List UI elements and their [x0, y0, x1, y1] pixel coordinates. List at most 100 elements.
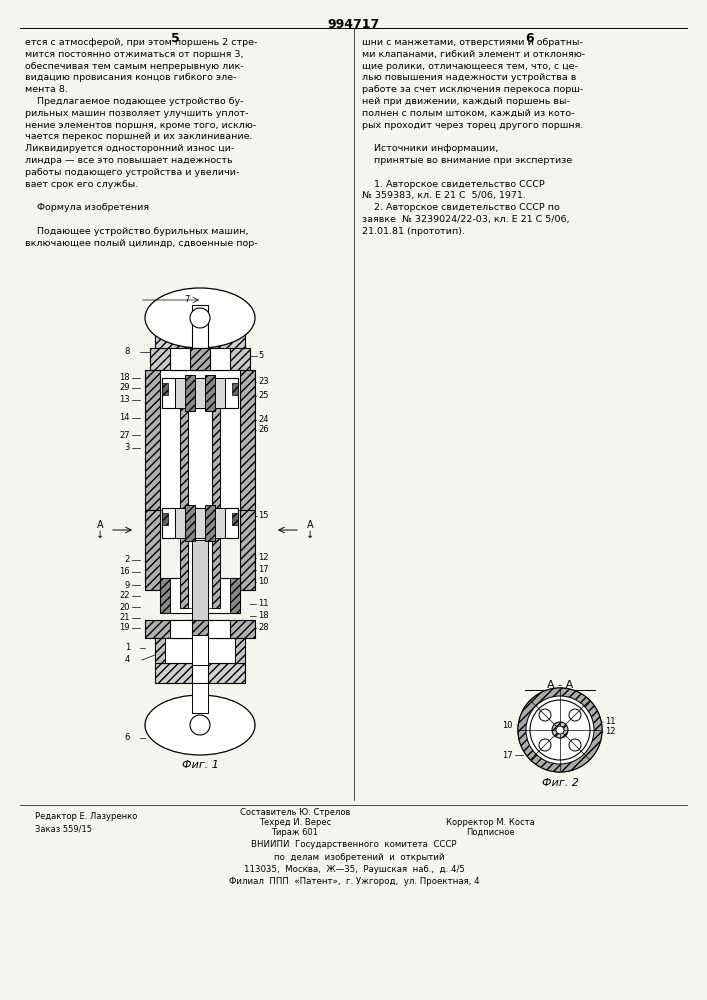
Text: А - А: А - А	[547, 680, 573, 690]
Bar	[155, 638, 245, 663]
Bar	[150, 348, 250, 370]
Text: 29: 29	[119, 383, 130, 392]
Text: Корректор М. Коста: Корректор М. Коста	[445, 818, 534, 827]
Bar	[162, 378, 238, 408]
Bar	[160, 578, 170, 613]
Text: Подписное: Подписное	[466, 828, 514, 837]
Bar	[145, 370, 160, 510]
Text: 17: 17	[258, 566, 269, 574]
Bar	[192, 683, 208, 713]
Text: 2: 2	[124, 556, 130, 564]
Bar	[162, 508, 238, 538]
Text: Редактор Е. Лазуренко
Заказ 559/15: Редактор Е. Лазуренко Заказ 559/15	[35, 812, 137, 834]
Circle shape	[190, 308, 210, 328]
Text: ется с атмосферой, при этом поршень 2 стре-
мится постоянно отжиматься от поршня: ется с атмосферой, при этом поршень 2 ст…	[25, 38, 257, 248]
Text: 13: 13	[119, 395, 130, 404]
Bar	[160, 370, 240, 510]
Circle shape	[569, 739, 581, 751]
Text: 10: 10	[258, 578, 269, 586]
Bar	[155, 663, 245, 683]
Bar	[192, 620, 208, 638]
Bar	[192, 663, 208, 683]
Text: Составитель Ю. Стрелов: Составитель Ю. Стрелов	[240, 808, 350, 817]
Text: 19: 19	[119, 624, 130, 633]
Text: 27: 27	[119, 430, 130, 440]
Bar	[240, 510, 255, 590]
Bar	[160, 578, 240, 613]
Text: 12: 12	[605, 728, 616, 736]
Text: 8: 8	[124, 348, 130, 357]
Bar	[175, 508, 225, 538]
Text: 11: 11	[258, 599, 269, 608]
Text: ↓: ↓	[306, 530, 314, 540]
Bar	[162, 513, 168, 525]
Text: 25: 25	[258, 391, 269, 400]
Bar	[170, 620, 230, 638]
Text: ↓: ↓	[96, 530, 104, 540]
Text: 7: 7	[185, 296, 190, 304]
Text: 3: 3	[124, 444, 130, 452]
Bar	[155, 638, 165, 663]
Text: 20: 20	[119, 602, 130, 611]
Bar	[170, 348, 230, 370]
Text: 5: 5	[170, 32, 180, 45]
Text: А: А	[307, 520, 313, 530]
Text: 24: 24	[258, 416, 269, 424]
Circle shape	[552, 722, 568, 738]
Text: 4: 4	[124, 656, 130, 664]
Circle shape	[190, 715, 210, 735]
Bar	[205, 375, 215, 411]
Bar	[180, 408, 188, 608]
Bar	[162, 383, 168, 395]
Bar	[235, 638, 245, 663]
Text: 14: 14	[119, 414, 130, 422]
Bar	[230, 578, 240, 613]
Bar	[232, 513, 238, 525]
Ellipse shape	[145, 288, 255, 348]
Bar	[190, 348, 210, 370]
Text: 11: 11	[605, 718, 616, 726]
Bar	[145, 620, 255, 638]
Bar	[175, 378, 225, 408]
Bar	[192, 305, 208, 350]
Circle shape	[556, 726, 564, 734]
Bar	[205, 505, 215, 541]
Bar	[192, 635, 208, 665]
Circle shape	[518, 688, 602, 772]
Text: 6: 6	[124, 734, 130, 742]
Bar	[212, 408, 220, 608]
Text: 10: 10	[503, 720, 513, 730]
Text: шни с манжетами, отверстиями и обратны-
ми клапанами, гибкий элемент и отклоняю-: шни с манжетами, отверстиями и обратны- …	[362, 38, 585, 236]
Text: 17: 17	[503, 750, 513, 760]
Text: Тираж 601: Тираж 601	[271, 828, 318, 837]
Text: 6: 6	[526, 32, 534, 45]
Text: 18: 18	[258, 611, 269, 620]
Circle shape	[530, 700, 590, 760]
Text: 5: 5	[258, 352, 263, 360]
Text: 18: 18	[119, 373, 130, 382]
Text: 16: 16	[119, 568, 130, 576]
Circle shape	[569, 709, 581, 721]
Text: 26: 26	[258, 426, 269, 434]
Text: 12: 12	[258, 554, 269, 562]
Bar	[192, 540, 208, 650]
Bar	[232, 383, 238, 395]
Text: А: А	[97, 520, 103, 530]
Text: 1: 1	[124, 644, 130, 652]
Text: 21: 21	[119, 613, 130, 622]
Ellipse shape	[145, 695, 255, 755]
Bar	[155, 330, 245, 350]
Text: Техред И. Верес: Техред И. Верес	[259, 818, 331, 827]
Bar	[185, 505, 195, 541]
Text: 9: 9	[124, 580, 130, 589]
Text: 28: 28	[258, 624, 269, 633]
Text: 22: 22	[119, 591, 130, 600]
Circle shape	[539, 709, 551, 721]
Text: ВНИИПИ  Государственного  комитета  СССР
    по  делам  изобретений  и  открытий: ВНИИПИ Государственного комитета СССР по…	[228, 840, 479, 886]
Text: 23: 23	[258, 377, 269, 386]
Bar	[188, 408, 212, 608]
Text: Фиг. 1: Фиг. 1	[182, 760, 218, 770]
Bar	[145, 510, 160, 590]
Text: Фиг. 2: Фиг. 2	[542, 778, 578, 788]
Text: 15: 15	[258, 512, 269, 520]
